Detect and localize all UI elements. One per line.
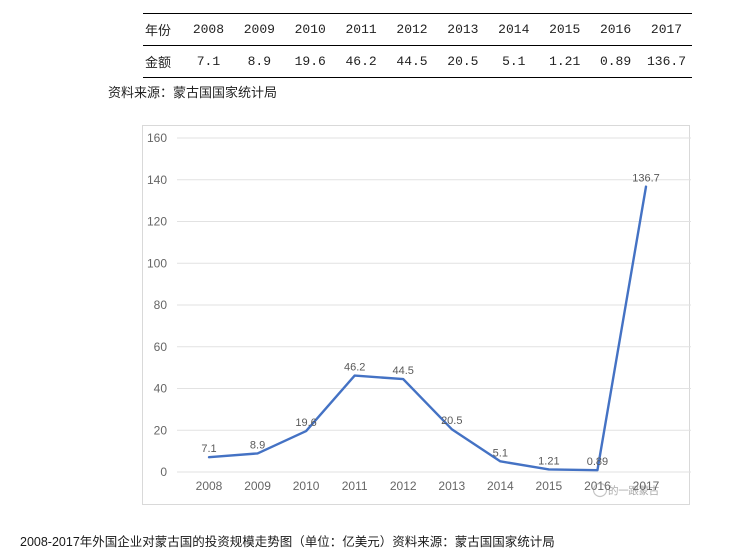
svg-text:19.6: 19.6 bbox=[295, 417, 316, 429]
svg-text:20: 20 bbox=[154, 423, 168, 437]
svg-text:2011: 2011 bbox=[342, 479, 368, 493]
svg-text:2009: 2009 bbox=[244, 479, 271, 493]
svg-text:40: 40 bbox=[154, 382, 168, 396]
svg-text:1.21: 1.21 bbox=[538, 455, 559, 467]
svg-text:160: 160 bbox=[147, 131, 167, 145]
svg-text:5.1: 5.1 bbox=[493, 447, 508, 459]
svg-text:136.7: 136.7 bbox=[632, 173, 660, 185]
svg-text:2012: 2012 bbox=[390, 479, 417, 493]
svg-text:2015: 2015 bbox=[536, 479, 563, 493]
svg-text:140: 140 bbox=[147, 173, 167, 187]
svg-text:0: 0 bbox=[160, 465, 167, 479]
svg-text:2008: 2008 bbox=[196, 479, 223, 493]
svg-text:44.5: 44.5 bbox=[393, 365, 414, 377]
svg-text:2014: 2014 bbox=[487, 479, 514, 493]
svg-text:2010: 2010 bbox=[293, 479, 320, 493]
svg-text:46.2: 46.2 bbox=[344, 362, 365, 374]
svg-text:7.1: 7.1 bbox=[201, 443, 216, 455]
svg-text:100: 100 bbox=[147, 256, 167, 270]
svg-text:8.9: 8.9 bbox=[250, 439, 265, 451]
svg-text:80: 80 bbox=[154, 298, 168, 312]
svg-text:120: 120 bbox=[147, 215, 167, 229]
svg-text:2013: 2013 bbox=[438, 479, 465, 493]
svg-text:的一跟蒙古: 的一跟蒙古 bbox=[608, 484, 659, 497]
svg-text:60: 60 bbox=[154, 340, 168, 354]
svg-text:0.89: 0.89 bbox=[587, 456, 608, 468]
svg-text:20.5: 20.5 bbox=[441, 415, 462, 427]
